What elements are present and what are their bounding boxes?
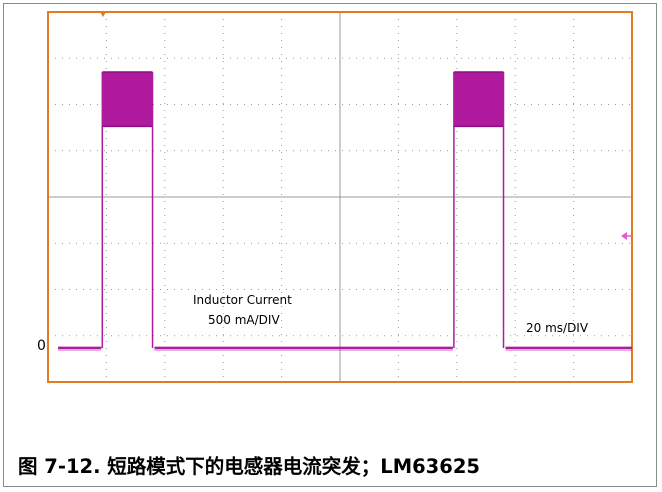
- vertical-scale-label: 500 mA/DIV: [208, 313, 280, 327]
- trigger-marker-top: [100, 12, 106, 17]
- trigger-level-marker: [621, 232, 627, 240]
- figure-caption: 图 7-12. 短路模式下的电感器电流突发；LM63625: [18, 455, 480, 478]
- burst-ripple-band: [453, 72, 504, 127]
- figure-frame: 0 Inductor Current 500 mA/DIV 20 ms/DIV …: [3, 3, 657, 487]
- ground-label: 0: [37, 338, 46, 354]
- plot-border: [47, 11, 633, 383]
- scope-grid: [48, 12, 632, 382]
- burst-ripple-band: [102, 72, 153, 127]
- scope-plot: 0 Inductor Current 500 mA/DIV 20 ms/DIV: [37, 11, 633, 383]
- channel-label: Inductor Current: [193, 293, 292, 307]
- inductor-current-trace: [58, 71, 632, 351]
- horizontal-scale-label: 20 ms/DIV: [526, 321, 589, 335]
